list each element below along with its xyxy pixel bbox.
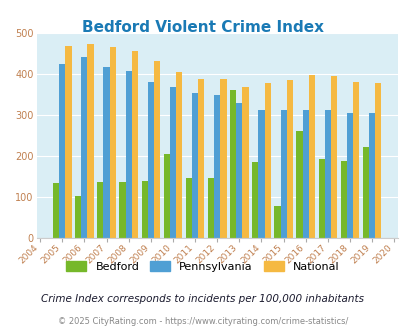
Bar	[103, 67, 109, 238]
Bar	[125, 71, 132, 238]
Bar	[374, 82, 381, 238]
Bar	[109, 47, 115, 238]
Bar	[192, 93, 198, 238]
Bar	[213, 95, 220, 238]
Legend: Bedford, Pennsylvania, National: Bedford, Pennsylvania, National	[62, 257, 343, 277]
Bar	[318, 159, 324, 238]
Bar	[87, 44, 94, 238]
Bar	[258, 110, 264, 238]
Bar	[163, 154, 169, 238]
Bar	[53, 183, 59, 238]
Bar	[308, 75, 314, 238]
Bar	[362, 147, 368, 238]
Bar	[169, 87, 176, 238]
Bar	[198, 79, 204, 238]
Bar	[141, 181, 147, 238]
Bar	[252, 162, 258, 238]
Bar	[119, 182, 125, 238]
Bar	[274, 206, 280, 238]
Bar	[330, 76, 337, 238]
Bar	[236, 103, 242, 238]
Bar	[132, 51, 138, 238]
Bar	[286, 81, 292, 238]
Bar	[340, 161, 346, 238]
Bar	[280, 110, 286, 238]
Bar	[352, 82, 358, 238]
Bar	[264, 83, 270, 238]
Bar	[176, 72, 182, 238]
Bar	[153, 61, 160, 238]
Text: Crime Index corresponds to incidents per 100,000 inhabitants: Crime Index corresponds to incidents per…	[41, 294, 364, 304]
Bar	[185, 178, 192, 238]
Bar	[81, 57, 87, 238]
Bar	[97, 182, 103, 238]
Bar	[75, 196, 81, 238]
Bar	[296, 131, 302, 238]
Bar	[302, 110, 308, 238]
Bar	[242, 87, 248, 238]
Bar	[65, 46, 71, 238]
Bar	[59, 64, 65, 238]
Bar	[207, 178, 213, 238]
Bar	[346, 113, 352, 238]
Bar	[147, 82, 153, 238]
Bar	[368, 113, 374, 238]
Bar	[324, 110, 330, 238]
Bar	[220, 79, 226, 238]
Text: © 2025 CityRating.com - https://www.cityrating.com/crime-statistics/: © 2025 CityRating.com - https://www.city…	[58, 317, 347, 326]
Text: Bedford Violent Crime Index: Bedford Violent Crime Index	[82, 20, 323, 35]
Bar	[230, 90, 236, 238]
